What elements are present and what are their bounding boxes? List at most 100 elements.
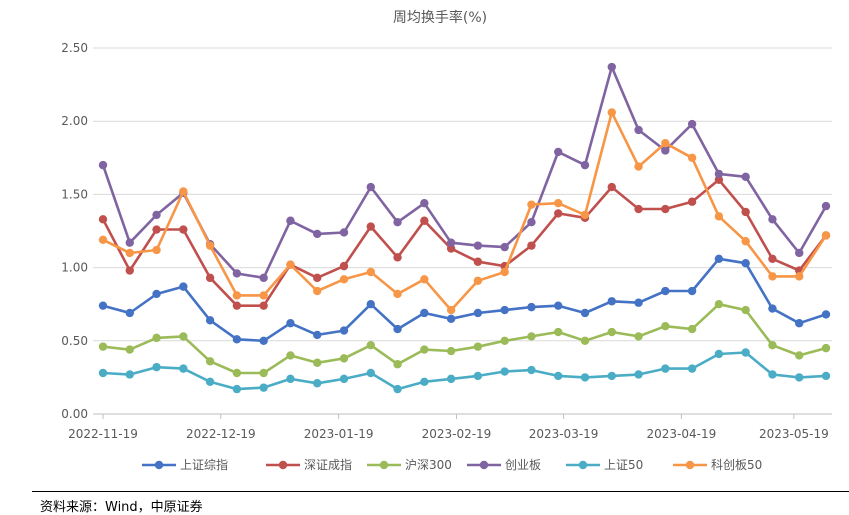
data-point [446, 346, 456, 356]
data-point [768, 272, 777, 281]
y-tick-label: 1.00 [61, 261, 88, 275]
data-point [259, 301, 268, 310]
data-point [741, 172, 750, 182]
data-point [446, 305, 456, 315]
data-point [286, 260, 295, 269]
data-point [714, 175, 724, 184]
data-point [580, 210, 590, 220]
data-point [527, 241, 536, 250]
data-point [232, 269, 242, 278]
data-point [527, 332, 536, 341]
data-point [795, 272, 804, 281]
data-point [152, 362, 161, 372]
data-point [687, 119, 697, 129]
data-point [634, 125, 643, 135]
data-point [339, 326, 349, 335]
data-point [634, 370, 643, 379]
data-point [420, 377, 429, 386]
chart-title: 周均换手率(%) [393, 9, 487, 26]
legend-swatch-marker [685, 460, 695, 470]
legend-label: 科创板50 [711, 458, 762, 472]
data-point [607, 108, 616, 117]
data-point [473, 257, 483, 266]
data-point [446, 374, 456, 384]
legend-label: 深证成指 [304, 457, 352, 472]
data-point [393, 253, 402, 262]
data-point [580, 308, 590, 318]
data-point [179, 225, 188, 234]
data-point [554, 147, 563, 157]
data-point [473, 276, 483, 285]
data-point [580, 373, 590, 382]
data-point [179, 364, 188, 373]
data-point [286, 351, 295, 360]
legend-item: 上证综指 [142, 457, 228, 472]
data-point [313, 286, 322, 296]
data-point [313, 229, 322, 239]
data-point [821, 371, 831, 381]
data-point [500, 336, 509, 345]
data-point [339, 275, 349, 284]
legend-swatch-marker [154, 460, 164, 470]
data-point [232, 335, 242, 344]
data-point [313, 330, 322, 340]
data-point [179, 282, 188, 291]
data-point [393, 324, 402, 334]
data-point [98, 342, 108, 351]
legend-item: 沪深300 [367, 458, 452, 472]
data-point [366, 267, 375, 277]
data-point [420, 345, 429, 354]
data-point [393, 218, 402, 227]
data-point [714, 212, 724, 221]
data-point [339, 374, 349, 384]
legend-swatch-marker [379, 460, 389, 470]
grid-lines [93, 47, 832, 415]
data-point [500, 267, 509, 277]
data-point [500, 367, 509, 376]
series-2 [98, 300, 831, 378]
data-point [714, 169, 724, 179]
data-point [741, 305, 750, 315]
data-point [661, 321, 670, 331]
data-point [152, 289, 161, 299]
data-point [554, 198, 563, 208]
data-point [500, 305, 509, 315]
data-point [473, 342, 483, 351]
x-tick-label: 2022-11-19 [68, 427, 138, 441]
data-point [607, 297, 616, 306]
data-point [554, 301, 563, 310]
data-point [527, 302, 536, 312]
data-point [795, 351, 804, 360]
series-line [101, 178, 828, 308]
legend-item: 科创板50 [673, 458, 762, 472]
series-0 [98, 254, 831, 345]
data-point [741, 237, 750, 246]
data-point [821, 310, 831, 319]
data-point [366, 182, 375, 192]
data-point [179, 187, 188, 196]
data-point [714, 349, 724, 359]
data-point [125, 238, 134, 247]
data-point [125, 345, 134, 354]
data-point [259, 383, 268, 392]
data-point [768, 215, 777, 224]
x-tick-label: 2023-02-19 [422, 427, 492, 441]
data-point [205, 316, 215, 325]
data-point [607, 371, 616, 381]
data-point [286, 374, 295, 384]
data-point [634, 204, 643, 214]
data-point [313, 379, 322, 388]
legend-swatch-marker [578, 460, 588, 470]
x-tick-label: 2023-04-19 [647, 427, 717, 441]
data-point [420, 198, 429, 208]
data-point [661, 204, 670, 214]
data-point [366, 300, 375, 309]
data-point [661, 364, 670, 373]
y-tick-label: 2.50 [61, 41, 88, 55]
data-point [259, 291, 268, 300]
series-5 [98, 108, 831, 315]
data-point [500, 242, 509, 252]
data-point [446, 238, 456, 247]
legend-swatch-marker [278, 460, 288, 470]
data-point [232, 291, 242, 300]
